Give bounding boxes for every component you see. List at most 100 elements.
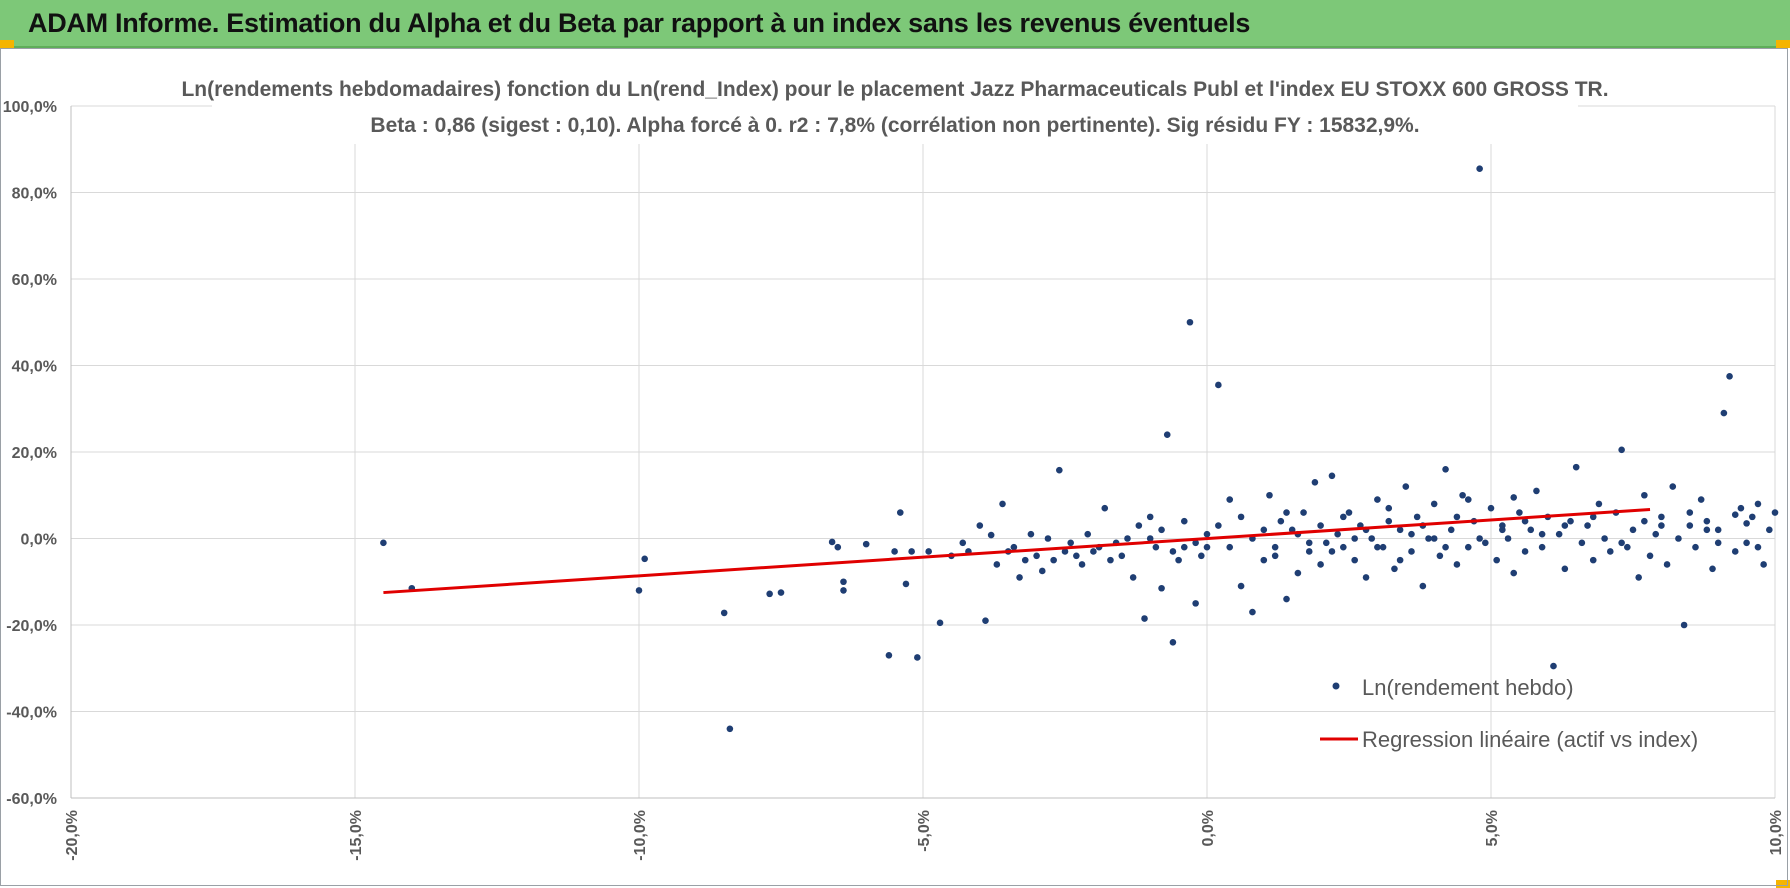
data-point: [1703, 517, 1711, 525]
data-point: [1658, 513, 1665, 521]
corner-marker-top-right: [1776, 40, 1790, 48]
data-point: [1180, 543, 1188, 551]
data-point: [1237, 513, 1245, 521]
data-point: [1186, 318, 1194, 326]
x-tick-label: 0,0%: [1200, 810, 1217, 846]
data-point: [914, 654, 921, 661]
data-point: [925, 548, 932, 555]
title-background: [212, 70, 1578, 144]
data-point: [1692, 543, 1699, 551]
data-point: [1482, 539, 1489, 547]
data-point: [1300, 509, 1307, 516]
data-point: [1652, 530, 1660, 538]
data-point: [1345, 509, 1353, 516]
data-point: [1697, 496, 1705, 503]
data-point: [1408, 530, 1415, 538]
data-point: [902, 580, 910, 588]
data-point: [1743, 520, 1750, 527]
data-point: [1146, 513, 1154, 521]
data-point: [1589, 513, 1597, 521]
data-point: [1641, 491, 1648, 499]
x-tick-label: -5,0%: [916, 810, 933, 852]
data-point: [1459, 491, 1466, 499]
data-point: [1078, 561, 1086, 568]
data-point: [1192, 539, 1199, 547]
data-point: [1510, 569, 1518, 577]
data-point: [1027, 530, 1035, 538]
data-point: [641, 555, 648, 563]
data-point: [1033, 552, 1040, 560]
data-point: [1061, 548, 1069, 555]
legend: Ln(rendement hebdo) Regression linéaire (…: [1320, 675, 1698, 752]
data-point: [1663, 561, 1671, 568]
data-point: [1504, 535, 1512, 542]
data-point: [1555, 530, 1563, 538]
data-point: [1351, 535, 1358, 542]
data-point: [1260, 526, 1268, 534]
data-point: [1396, 556, 1404, 564]
data-point: [1618, 539, 1625, 547]
data-point: [1169, 639, 1177, 646]
data-point: [908, 548, 915, 555]
data-point: [1680, 621, 1688, 629]
data-point: [1090, 548, 1097, 555]
data-point: [1453, 561, 1461, 568]
data-point: [840, 587, 847, 594]
data-point: [1215, 381, 1222, 389]
data-point: [1516, 509, 1523, 516]
data-point: [1107, 556, 1114, 564]
data-point: [1362, 574, 1370, 581]
data-point: [1135, 522, 1143, 529]
data-point: [1754, 500, 1762, 508]
data-point: [1658, 522, 1665, 529]
data-point: [1158, 526, 1165, 534]
data-point: [1731, 548, 1739, 555]
data-point: [1436, 552, 1444, 560]
data-point: [1453, 513, 1461, 521]
data-point: [828, 538, 836, 546]
data-point: [1572, 463, 1580, 471]
data-point: [1584, 522, 1591, 529]
data-point: [1408, 548, 1415, 555]
data-point: [1215, 522, 1222, 529]
data-point: [1499, 526, 1506, 534]
data-point: [1402, 483, 1410, 490]
data-point: [999, 500, 1006, 508]
data-point: [1180, 517, 1188, 525]
data-point: [380, 539, 387, 547]
data-point: [1561, 565, 1569, 573]
data-point: [1447, 526, 1455, 534]
data-point: [1686, 509, 1694, 516]
x-tick-label: -20,0%: [64, 810, 81, 861]
data-point: [1589, 556, 1597, 564]
chart-area: [0, 48, 1788, 886]
data-point: [1720, 409, 1728, 417]
data-point: [1419, 582, 1427, 590]
data-point: [1260, 556, 1268, 564]
data-point: [1430, 535, 1438, 542]
data-point: [987, 531, 995, 539]
data-point: [834, 543, 842, 551]
data-point: [1493, 556, 1500, 564]
x-tick-label: 10,0%: [1768, 810, 1785, 855]
data-point: [1192, 600, 1199, 607]
data-point: [1294, 569, 1302, 577]
data-point: [1641, 517, 1648, 525]
data-point: [862, 540, 870, 548]
y-tick-label: 20,0%: [12, 445, 57, 462]
data-point: [1152, 543, 1160, 551]
data-point: [1146, 535, 1154, 542]
data-point: [1374, 543, 1381, 551]
data-point: [1277, 517, 1285, 525]
data-point: [1521, 517, 1529, 525]
data-point: [1669, 483, 1677, 490]
data-point: [1754, 543, 1762, 551]
data-point: [1527, 526, 1535, 534]
data-point: [1038, 567, 1046, 575]
data-point: [1340, 513, 1347, 521]
data-point: [840, 578, 847, 586]
chart-subtitle: Beta : 0,86 (sigest : 0,10). Alpha forcé…: [370, 114, 1420, 137]
header-banner: ADAM Informe. Estimation du Alpha et du …: [0, 0, 1790, 48]
data-point: [1322, 539, 1330, 547]
data-point: [1567, 517, 1574, 525]
